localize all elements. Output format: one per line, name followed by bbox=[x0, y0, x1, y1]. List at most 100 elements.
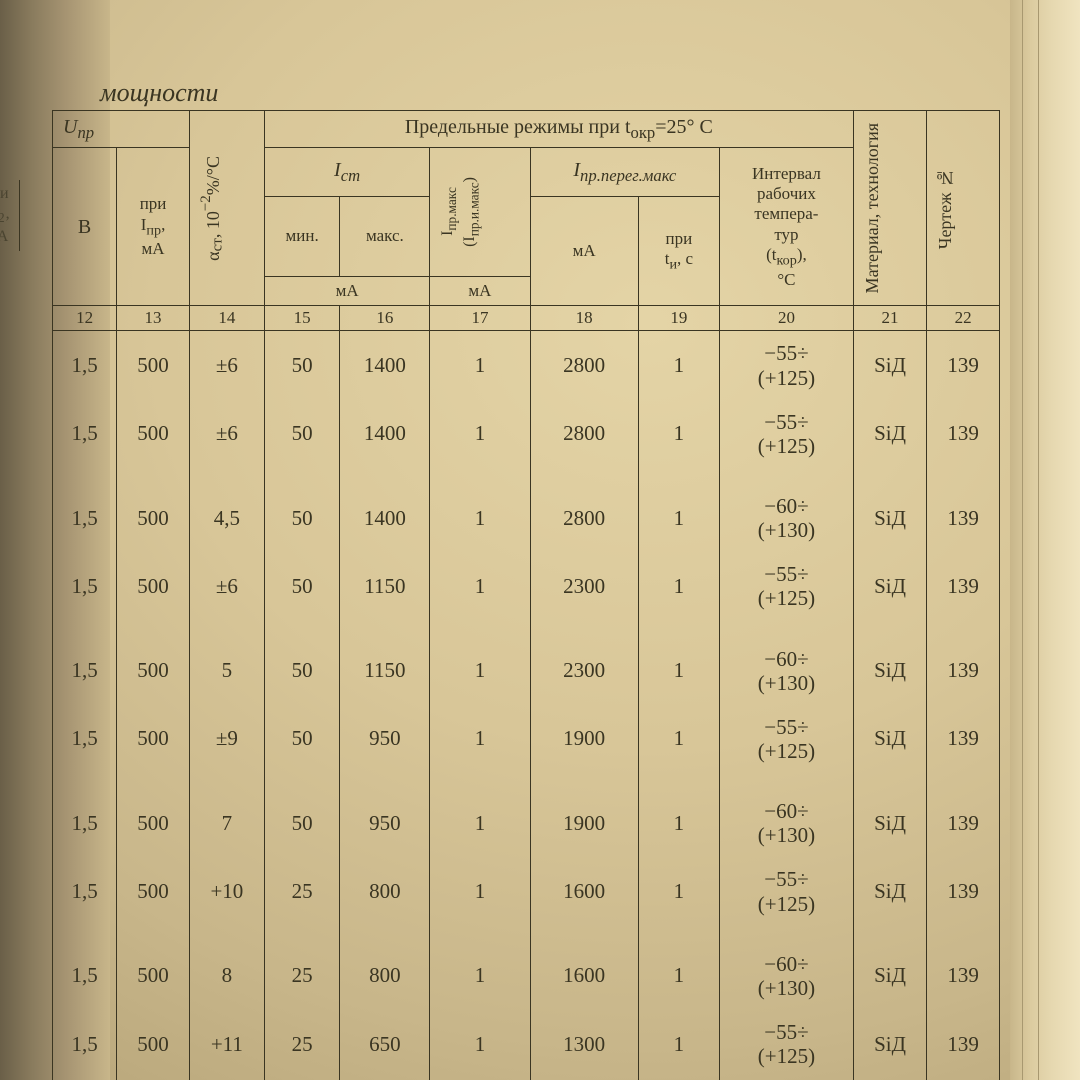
colnum-15: 15 bbox=[264, 306, 340, 331]
colnum-16: 16 bbox=[340, 306, 430, 331]
cell: 1 bbox=[430, 926, 530, 1010]
table-row: 1,55004,5501400128001−60÷(+130)SiД139 bbox=[53, 468, 1000, 552]
cell: 1 bbox=[638, 857, 719, 925]
cell: 500 bbox=[117, 468, 190, 552]
cell: 500 bbox=[117, 705, 190, 773]
cell: 2300 bbox=[530, 552, 638, 620]
table-body: 1,5500±6501400128001−55÷(+125)SiД1391,55… bbox=[53, 331, 1000, 1080]
page-edges-right bbox=[1010, 0, 1080, 1080]
cell: 50 bbox=[264, 331, 340, 400]
cell: 139 bbox=[927, 468, 1000, 552]
hdr-interval: Интервалрабочихтемпера-тур(tкор),°С bbox=[720, 148, 854, 306]
cell: 50 bbox=[264, 400, 340, 468]
hdr-min: мин. bbox=[264, 196, 340, 277]
cell: ±9 bbox=[189, 705, 264, 773]
cell: −60÷(+130) bbox=[720, 773, 854, 857]
cell: 25 bbox=[264, 1010, 340, 1078]
cell: 1,5 bbox=[53, 857, 117, 925]
cell: 500 bbox=[117, 552, 190, 620]
cell: 500 bbox=[117, 857, 190, 925]
table-row: 1,5500±6501400128001−55÷(+125)SiД139 bbox=[53, 400, 1000, 468]
cell: 2800 bbox=[530, 400, 638, 468]
hdr-c18-ma: мА bbox=[530, 196, 638, 306]
cell: 1 bbox=[430, 1010, 530, 1078]
colnum-19: 19 bbox=[638, 306, 719, 331]
cell: 1,5 bbox=[53, 773, 117, 857]
cell: ±6 bbox=[189, 331, 264, 400]
colnum-20: 20 bbox=[720, 306, 854, 331]
cell: 500 bbox=[117, 1010, 190, 1078]
hdr-max: макс. bbox=[340, 196, 430, 277]
cell: 2800 bbox=[530, 468, 638, 552]
cell: 800 bbox=[340, 926, 430, 1010]
cell: 500 bbox=[117, 331, 190, 400]
colnum-13: 13 bbox=[117, 306, 190, 331]
cell: 1 bbox=[638, 400, 719, 468]
cell: 139 bbox=[927, 552, 1000, 620]
table-row: 1,55005501150123001−60÷(+130)SiД139 bbox=[53, 621, 1000, 705]
cell: 1,5 bbox=[53, 1010, 117, 1078]
cell: 139 bbox=[927, 621, 1000, 705]
cell: 139 bbox=[927, 400, 1000, 468]
cell: −55÷(+125) bbox=[720, 705, 854, 773]
cell: 139 bbox=[927, 331, 1000, 400]
cell: 25 bbox=[264, 926, 340, 1010]
colnum-12: 12 bbox=[53, 306, 117, 331]
cell: 2800 bbox=[530, 331, 638, 400]
cell: SiД bbox=[853, 621, 926, 705]
cell: 950 bbox=[340, 773, 430, 857]
hdr-chert: Чертеж № bbox=[927, 111, 1000, 306]
cell: 1 bbox=[638, 552, 719, 620]
cell: 1900 bbox=[530, 705, 638, 773]
cell: 1,5 bbox=[53, 331, 117, 400]
cell: 50 bbox=[264, 468, 340, 552]
hdr-alpha: αст, 10−2%/°С bbox=[189, 111, 264, 306]
table-row: 1,5500825800116001−60÷(+130)SiД139 bbox=[53, 926, 1000, 1010]
cell: 500 bbox=[117, 773, 190, 857]
cell: +10 bbox=[189, 857, 264, 925]
hdr-limits: Предельные режимы при tокр=25° С bbox=[264, 111, 853, 148]
colnum-14: 14 bbox=[189, 306, 264, 331]
table-row: 1,5500±6501150123001−55÷(+125)SiД139 bbox=[53, 552, 1000, 620]
cell: 1,5 bbox=[53, 468, 117, 552]
colnum-18: 18 bbox=[530, 306, 638, 331]
cell: −60÷(+130) bbox=[720, 621, 854, 705]
left-page-fragment: рит2,lА bbox=[0, 180, 20, 251]
cell: 139 bbox=[927, 705, 1000, 773]
table-row: 1,5500+1125650113001−55÷(+125)SiД139 bbox=[53, 1010, 1000, 1078]
cell: SiД bbox=[853, 1010, 926, 1078]
cell: 1 bbox=[638, 705, 719, 773]
cell: 50 bbox=[264, 773, 340, 857]
cell: 1,5 bbox=[53, 621, 117, 705]
cell: SiД bbox=[853, 773, 926, 857]
hdr-c17-ma: мА bbox=[430, 277, 530, 306]
cell: 1 bbox=[430, 468, 530, 552]
cell: −60÷(+130) bbox=[720, 468, 854, 552]
column-numbers-row: 12 13 14 15 16 17 18 19 20 21 22 bbox=[53, 306, 1000, 331]
cell: 139 bbox=[927, 1010, 1000, 1078]
colnum-22: 22 bbox=[927, 306, 1000, 331]
table-row: 1,5500±6501400128001−55÷(+125)SiД139 bbox=[53, 331, 1000, 400]
cell: SiД bbox=[853, 857, 926, 925]
table-head: Uпр αст, 10−2%/°С Предельные режимы при … bbox=[53, 111, 1000, 331]
cell: 1400 bbox=[340, 468, 430, 552]
cell: 1 bbox=[638, 926, 719, 1010]
cell: 1400 bbox=[340, 331, 430, 400]
cell: 1 bbox=[430, 400, 530, 468]
cell: −55÷(+125) bbox=[720, 400, 854, 468]
cell: 1 bbox=[430, 857, 530, 925]
cell: 50 bbox=[264, 552, 340, 620]
cell: ±6 bbox=[189, 400, 264, 468]
cell: 1150 bbox=[340, 552, 430, 620]
cell: 500 bbox=[117, 400, 190, 468]
cell: 1 bbox=[430, 773, 530, 857]
cell: 50 bbox=[264, 705, 340, 773]
hdr-v: В bbox=[53, 148, 117, 306]
cell: 500 bbox=[117, 926, 190, 1010]
cell: SiД bbox=[853, 400, 926, 468]
cell: −55÷(+125) bbox=[720, 857, 854, 925]
cell: 1 bbox=[430, 705, 530, 773]
cell: 1900 bbox=[530, 773, 638, 857]
cell: 1600 bbox=[530, 857, 638, 925]
cell: 800 bbox=[340, 857, 430, 925]
